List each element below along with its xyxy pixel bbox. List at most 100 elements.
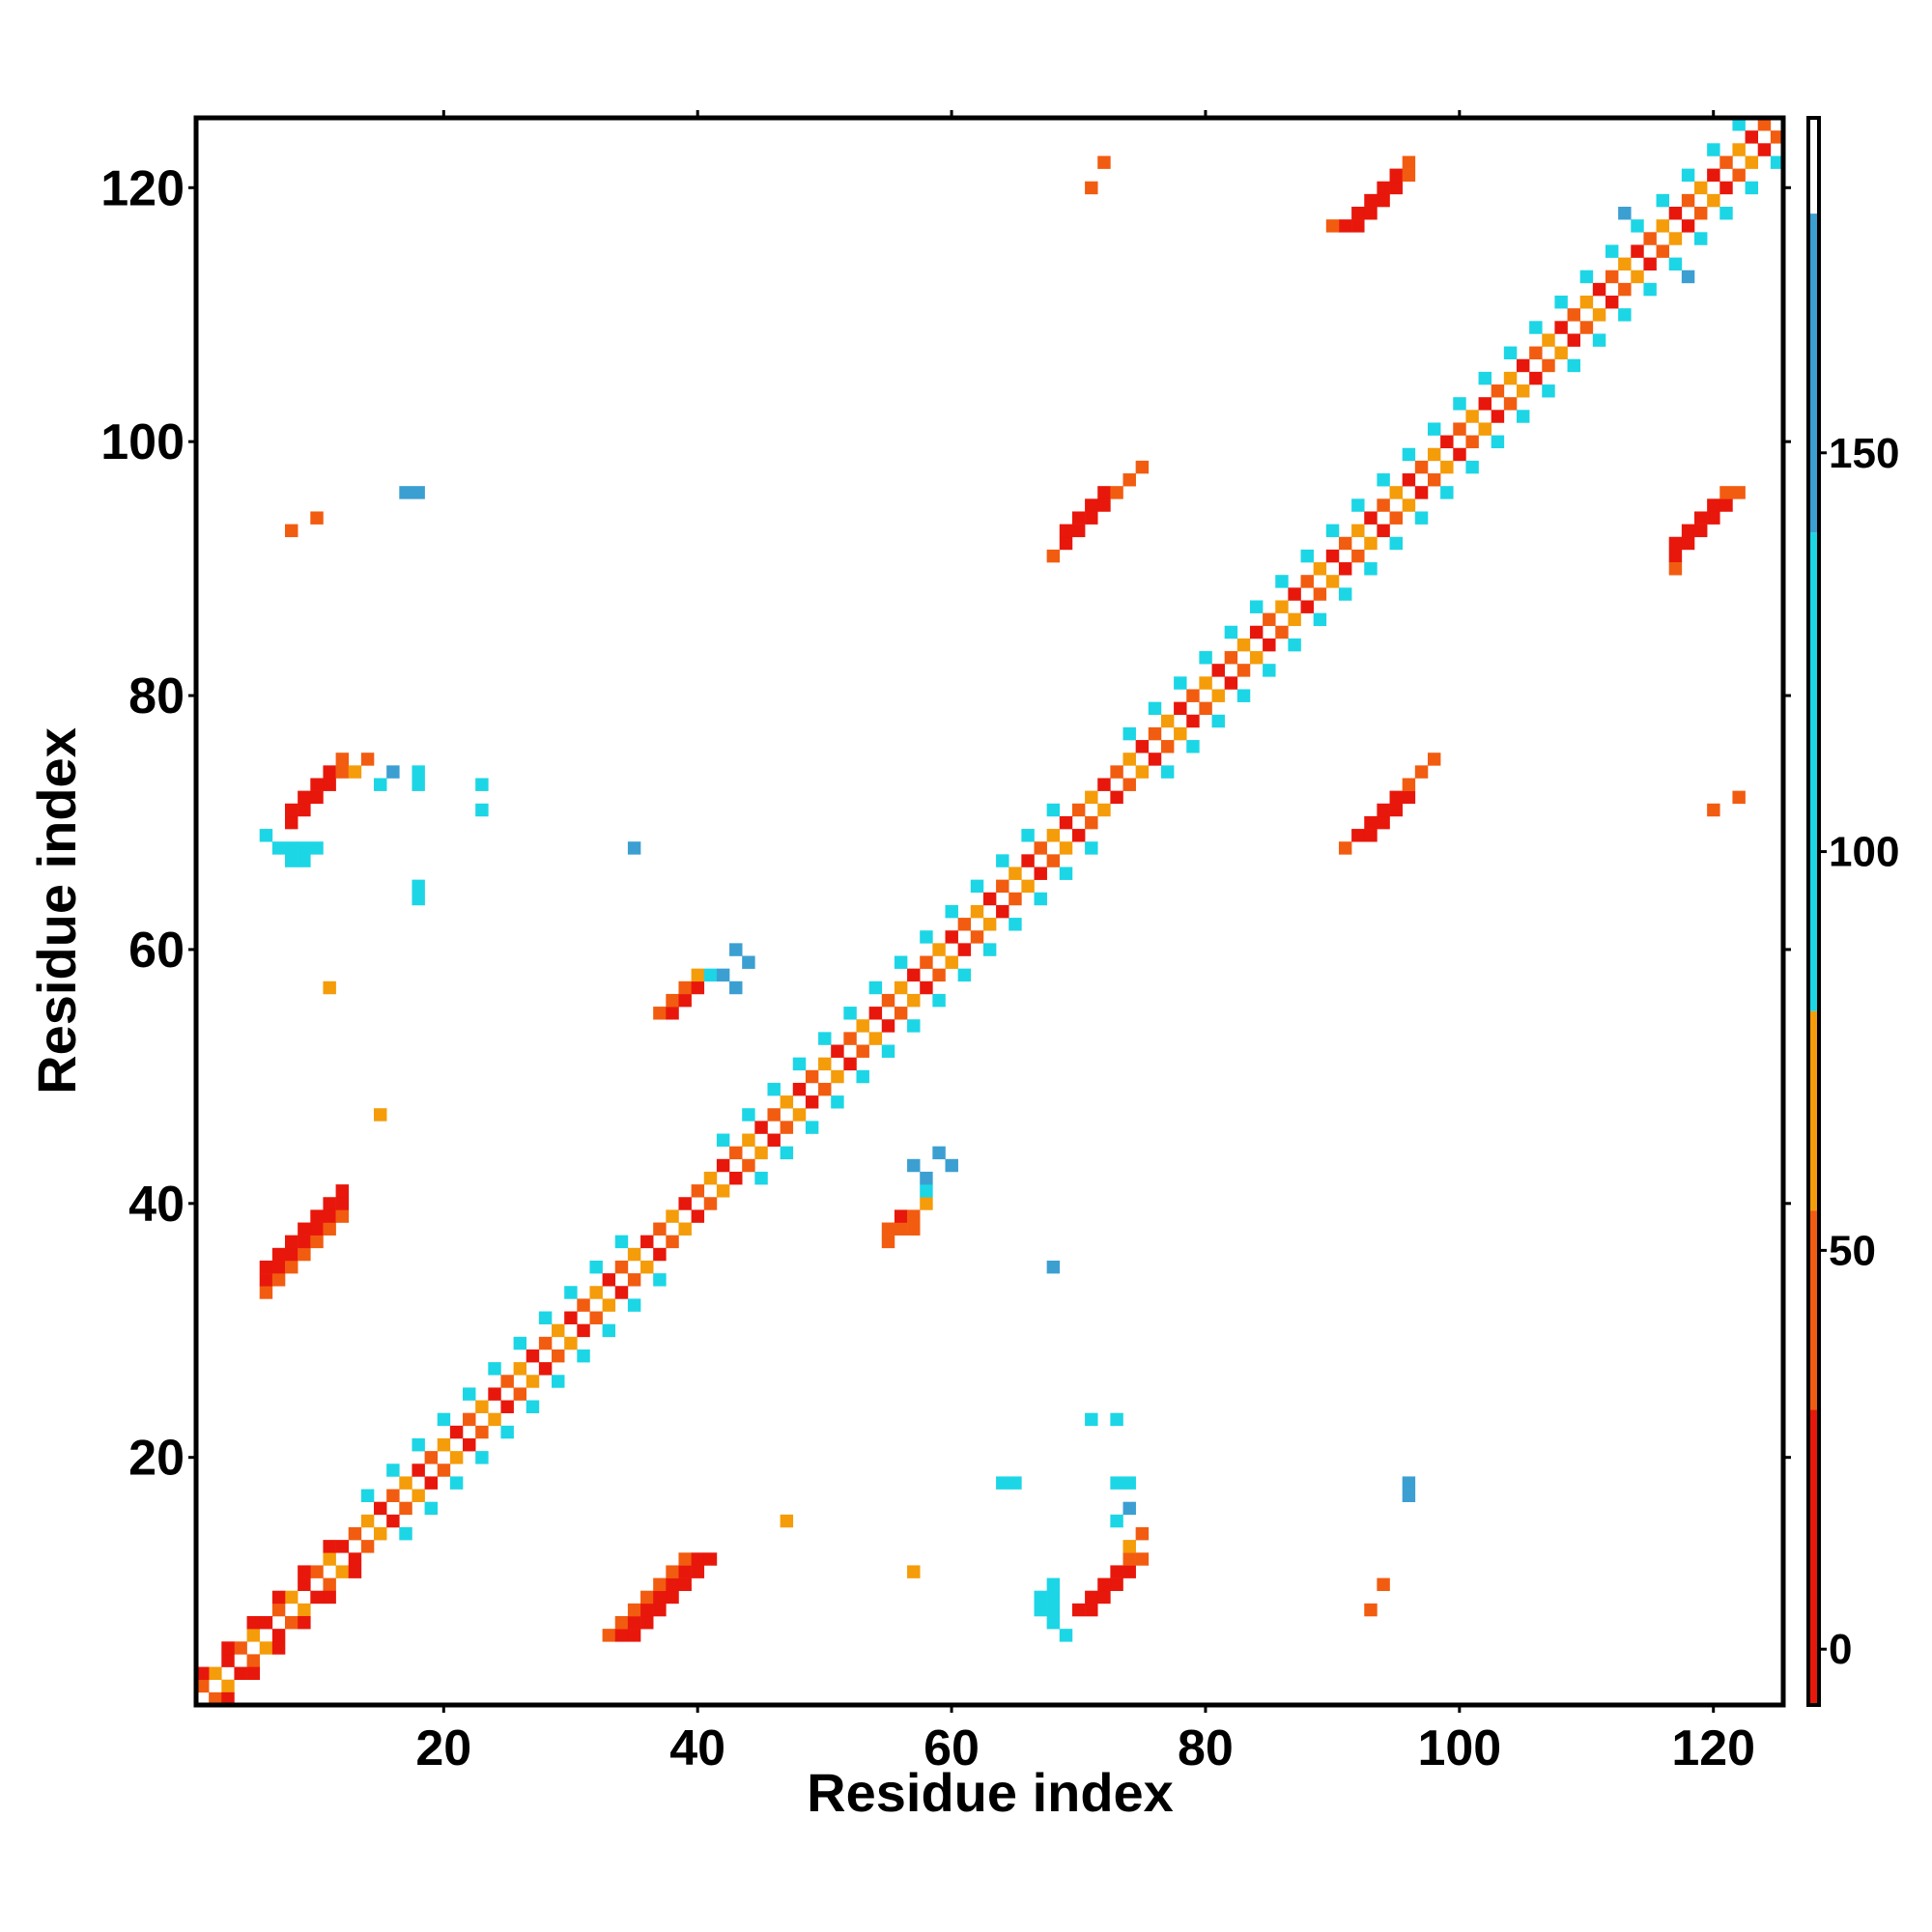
heat-cell bbox=[323, 1540, 336, 1553]
heat-cell bbox=[945, 1158, 958, 1173]
colorbar-segment bbox=[1808, 1409, 1819, 1705]
heat-cell bbox=[1009, 918, 1022, 931]
colorbar-segment bbox=[1808, 1010, 1819, 1211]
x-tick-label: 80 bbox=[1178, 1720, 1234, 1776]
heat-cell bbox=[463, 1437, 476, 1452]
heat-cell bbox=[285, 815, 298, 830]
y-tick-label: 60 bbox=[128, 923, 185, 979]
heat-cell bbox=[831, 1069, 844, 1084]
heat-cell bbox=[1148, 701, 1162, 716]
heat-cell bbox=[920, 980, 933, 995]
heat-cell bbox=[881, 1019, 895, 1033]
heat-cell bbox=[1046, 549, 1061, 563]
heat-cell bbox=[1122, 1476, 1136, 1490]
heat-cell bbox=[1300, 600, 1314, 613]
heat-cell bbox=[1465, 460, 1479, 474]
heat-cell bbox=[754, 1146, 768, 1160]
heat-cell bbox=[1122, 778, 1136, 791]
heat-cell bbox=[856, 1069, 869, 1084]
heat-cell bbox=[666, 1007, 679, 1020]
heat-cell bbox=[920, 930, 933, 944]
y-tick-label: 20 bbox=[128, 1431, 185, 1487]
heat-cell bbox=[932, 993, 946, 1008]
heat-cell bbox=[1745, 130, 1759, 144]
heat-cell bbox=[526, 1375, 540, 1388]
heat-cell bbox=[259, 1273, 273, 1287]
heat-cell bbox=[374, 778, 387, 791]
heat-cell bbox=[1618, 207, 1632, 220]
heat-cell bbox=[792, 1108, 807, 1122]
heat-cell bbox=[449, 1476, 464, 1490]
heat-cell bbox=[1707, 168, 1720, 183]
heat-cell bbox=[399, 1501, 412, 1516]
heat-cell bbox=[1059, 524, 1073, 538]
heat-cell bbox=[1059, 1629, 1073, 1642]
heat-cell bbox=[1554, 346, 1568, 360]
heat-cell bbox=[1668, 549, 1683, 563]
heat-cell bbox=[1453, 422, 1466, 436]
heat-cell bbox=[285, 803, 298, 817]
heat-cell bbox=[1009, 1476, 1022, 1490]
heat-cell bbox=[957, 918, 972, 931]
heat-cell bbox=[285, 524, 298, 538]
heat-cell bbox=[1732, 168, 1746, 183]
heat-cell bbox=[1071, 524, 1086, 538]
heat-cell bbox=[653, 1247, 667, 1262]
heat-cell bbox=[1085, 841, 1098, 855]
heat-cell bbox=[653, 1273, 667, 1287]
heat-cell bbox=[1516, 358, 1530, 373]
heat-cell bbox=[1325, 549, 1340, 563]
heat-cell bbox=[1110, 790, 1123, 805]
heat-cell bbox=[1021, 879, 1035, 894]
heat-cell bbox=[1364, 1603, 1378, 1617]
heat-cell bbox=[1427, 422, 1441, 436]
heat-cell bbox=[1453, 447, 1466, 462]
heat-cell bbox=[1046, 1577, 1061, 1592]
heat-cell bbox=[589, 1286, 603, 1299]
heat-cell bbox=[945, 955, 958, 969]
heat-cell bbox=[335, 1184, 350, 1198]
heat-cell bbox=[932, 968, 946, 982]
heat-cell bbox=[1351, 524, 1365, 538]
heat-cell bbox=[970, 930, 984, 944]
heat-cell bbox=[1288, 612, 1301, 627]
heat-cell bbox=[386, 765, 400, 779]
heat-cell bbox=[1085, 790, 1098, 805]
heat-cell bbox=[1059, 841, 1073, 855]
heat-cell bbox=[1478, 371, 1492, 385]
heat-cell bbox=[920, 1171, 933, 1185]
heat-cell bbox=[1668, 232, 1683, 245]
heat-cell bbox=[691, 1209, 705, 1223]
heat-cell bbox=[221, 1641, 235, 1655]
colorbar-tick-label: 0 bbox=[1829, 1626, 1852, 1673]
heat-cell bbox=[1148, 753, 1162, 766]
heat-cell bbox=[640, 1260, 654, 1274]
heat-cell bbox=[907, 1209, 921, 1223]
y-tick-label: 80 bbox=[128, 668, 185, 724]
heat-cell bbox=[678, 1577, 692, 1592]
heat-cell bbox=[1668, 562, 1683, 576]
heat-cell bbox=[1719, 156, 1733, 169]
heat-cell bbox=[742, 1133, 755, 1147]
heat-cell bbox=[1377, 498, 1390, 512]
heat-cell bbox=[1351, 829, 1365, 842]
heat-cell bbox=[463, 1412, 476, 1427]
heat-cell bbox=[1503, 397, 1518, 411]
heat-cell bbox=[285, 1247, 298, 1262]
heat-cell bbox=[1656, 219, 1670, 233]
heat-cell bbox=[1402, 778, 1416, 791]
heat-cell bbox=[1389, 511, 1403, 525]
heat-cell bbox=[298, 1247, 311, 1262]
heat-cell bbox=[552, 1323, 565, 1338]
heat-cell bbox=[653, 1577, 667, 1592]
heat-cell bbox=[285, 1260, 298, 1274]
heat-cell bbox=[970, 879, 984, 894]
heat-cell bbox=[374, 1108, 387, 1122]
heat-cell bbox=[1681, 168, 1695, 183]
heat-cell bbox=[894, 1209, 908, 1223]
heat-cell bbox=[627, 1247, 641, 1262]
heat-cell bbox=[285, 854, 298, 867]
heat-cell bbox=[666, 1209, 679, 1223]
heat-cell bbox=[1364, 207, 1378, 220]
heat-cell bbox=[1122, 1501, 1136, 1516]
